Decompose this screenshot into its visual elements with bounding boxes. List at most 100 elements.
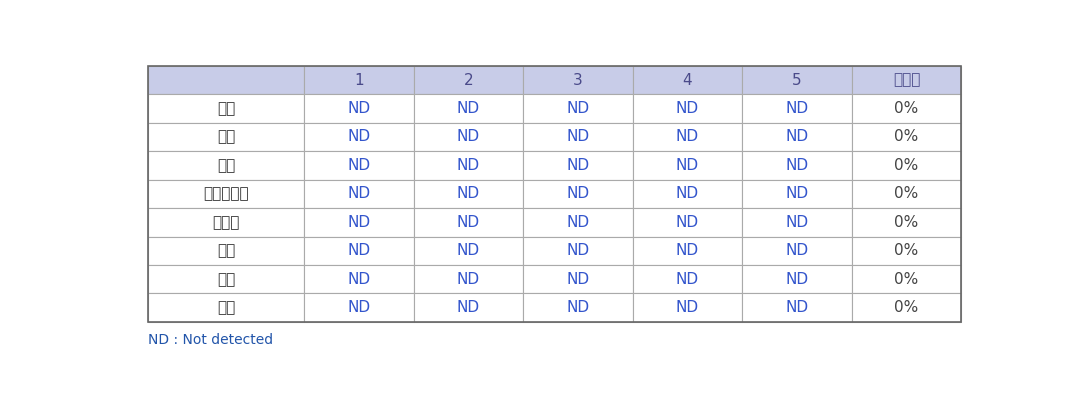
Bar [633,265,742,293]
Bar [304,151,413,180]
Text: ND: ND [786,215,808,230]
Text: 고추: 고추 [216,101,235,116]
Text: ND: ND [347,215,370,230]
Text: ND: ND [676,272,699,287]
Bar [633,293,742,322]
Text: ND: ND [566,101,590,116]
Bar [304,66,413,94]
Bar [148,66,961,322]
Bar [413,208,524,236]
Bar [852,94,961,123]
Text: ND: ND [786,187,808,202]
Bar [524,151,633,180]
Bar [148,180,304,208]
Bar [524,236,633,265]
Bar [413,123,524,151]
Bar [742,66,852,94]
Text: 4: 4 [683,72,692,88]
Text: 0%: 0% [895,187,919,202]
Text: 어묵: 어묵 [216,300,235,315]
Bar [304,265,413,293]
Text: ND: ND [676,300,699,315]
Bar [524,208,633,236]
Text: ND: ND [347,101,370,116]
Text: ND: ND [786,300,808,315]
Bar [742,151,852,180]
Bar [742,123,852,151]
Bar [633,123,742,151]
Text: ND: ND [676,129,699,145]
Text: ND: ND [566,272,590,287]
Text: ND: ND [676,158,699,173]
Bar [148,293,304,322]
Bar [148,94,304,123]
Bar [148,151,304,180]
Bar [304,94,413,123]
Text: ND: ND [566,243,590,258]
Text: ND: ND [347,300,370,315]
Text: 0%: 0% [895,129,919,145]
Text: 0%: 0% [895,272,919,287]
Bar [633,180,742,208]
Text: ND: ND [786,272,808,287]
Text: 0%: 0% [895,101,919,116]
Text: ND: ND [786,243,808,258]
Bar [413,66,524,94]
Bar [742,293,852,322]
Text: 0%: 0% [895,158,919,173]
Text: 3: 3 [573,72,583,88]
Text: ND: ND [786,129,808,145]
Text: 0%: 0% [895,300,919,315]
Text: 새우: 새우 [216,272,235,287]
Bar [413,236,524,265]
Text: 5: 5 [792,72,802,88]
Bar [524,180,633,208]
Text: ND: ND [676,187,699,202]
Bar [413,293,524,322]
Text: ND: ND [566,300,590,315]
Bar [524,265,633,293]
Bar [304,180,413,208]
Text: ND: ND [676,243,699,258]
Bar [304,236,413,265]
Bar [633,208,742,236]
Bar [742,265,852,293]
Bar [148,265,304,293]
Bar [742,180,852,208]
Bar [742,94,852,123]
Bar [742,208,852,236]
Text: ND: ND [457,272,480,287]
Bar [852,293,961,322]
Text: ND: ND [457,215,480,230]
Bar [852,208,961,236]
Text: ND: ND [566,187,590,202]
Text: ND: ND [457,243,480,258]
Text: ND: ND [347,272,370,287]
Text: 2: 2 [464,72,473,88]
Text: 1: 1 [354,72,364,88]
Text: ND: ND [347,243,370,258]
Bar [633,94,742,123]
Text: 0%: 0% [895,243,919,258]
Bar [524,123,633,151]
Bar [852,66,961,94]
Bar [852,236,961,265]
Bar [742,236,852,265]
Bar [413,151,524,180]
Bar [304,293,413,322]
Text: ND: ND [457,187,480,202]
Bar [148,123,304,151]
Bar [413,94,524,123]
Text: ND: ND [676,101,699,116]
Bar [633,151,742,180]
Text: ND: ND [566,129,590,145]
Bar [524,293,633,322]
Text: 마늘: 마늘 [216,158,235,173]
Bar [852,123,961,151]
Text: 0%: 0% [895,215,919,230]
Text: ND: ND [786,158,808,173]
Text: 검출률: 검출률 [893,72,920,88]
Bar [633,236,742,265]
Text: ND: ND [566,158,590,173]
Bar [524,66,633,94]
